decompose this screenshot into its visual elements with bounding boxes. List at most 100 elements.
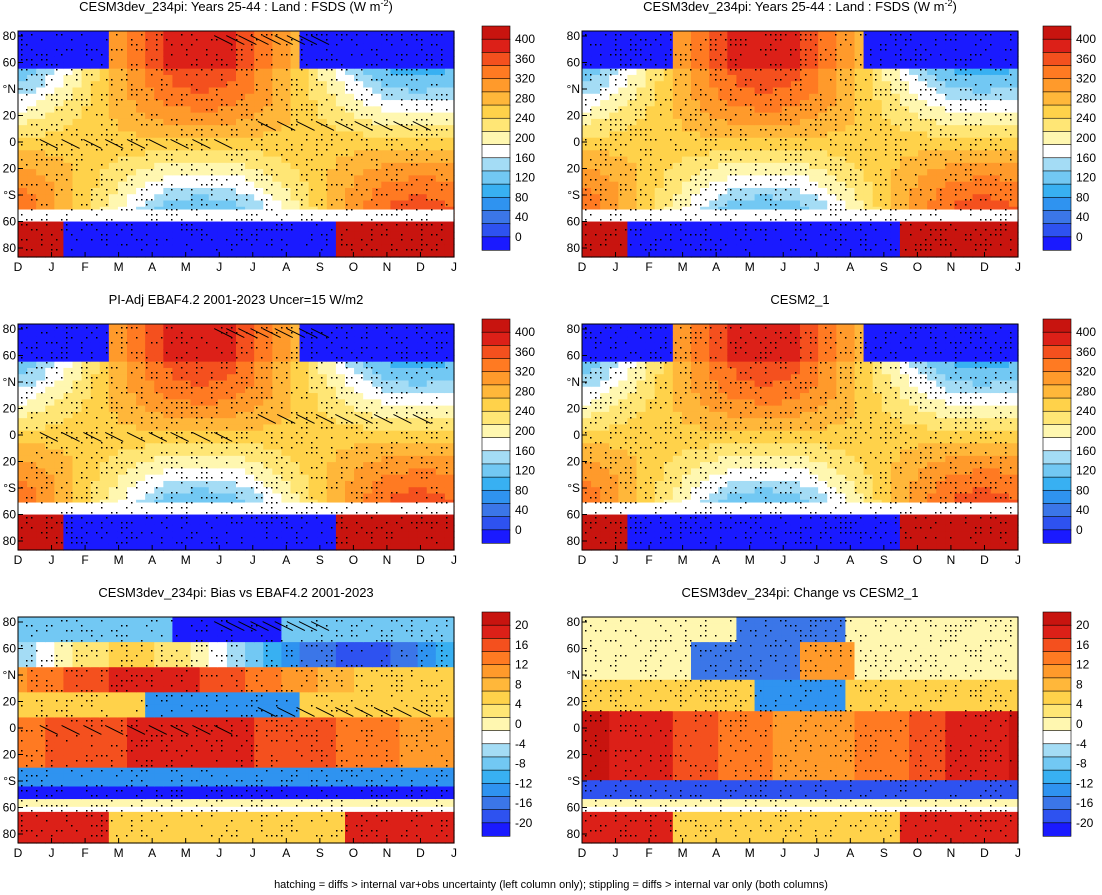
- heatmap-cell: [399, 156, 410, 164]
- heatmap-cell: [272, 244, 283, 252]
- heatmap-cell: [945, 194, 956, 202]
- heatmap-cell: [681, 144, 692, 151]
- heatmap-cell: [754, 93, 765, 101]
- heatmap-cell: [781, 74, 792, 82]
- heatmap-cell: [36, 244, 46, 252]
- heatmap-cell: [272, 169, 283, 176]
- heatmap-cell: [645, 74, 656, 82]
- stipple-dot: [251, 49, 253, 51]
- heatmap-cell: [1008, 93, 1019, 101]
- stipple-dot: [590, 64, 592, 66]
- stipple-dot: [181, 174, 183, 176]
- heatmap-cell: [809, 250, 819, 258]
- heatmap-cell: [899, 68, 910, 76]
- heatmap-cell: [290, 62, 301, 70]
- heatmap-cell: [299, 200, 310, 208]
- stipple-dot: [26, 94, 28, 96]
- heatmap-cell: [781, 231, 792, 239]
- heatmap-cell: [163, 238, 174, 246]
- stipple-dot: [391, 249, 393, 251]
- heatmap-cell: [281, 81, 292, 89]
- heatmap-cell: [645, 81, 656, 89]
- heatmap-cell: [954, 31, 965, 38]
- stipple-dot: [261, 179, 263, 181]
- heatmap-cell: [818, 56, 828, 63]
- heatmap-cell: [945, 244, 956, 252]
- stipple-dot: [326, 174, 328, 176]
- heatmap-cell: [308, 250, 319, 258]
- heatmap-cell: [390, 56, 401, 63]
- heatmap-cell: [127, 31, 137, 38]
- heatmap-cell: [627, 250, 638, 258]
- stipple-dot: [236, 64, 238, 66]
- stipple-dot: [351, 174, 353, 176]
- heatmap-cell: [636, 93, 647, 101]
- stipple-dot: [171, 159, 173, 161]
- heatmap-cell: [809, 225, 819, 233]
- heatmap-cell: [90, 181, 101, 189]
- heatmap-cell: [263, 250, 273, 258]
- stipple-dot: [585, 104, 587, 106]
- heatmap-cell: [981, 181, 992, 189]
- stipple-dot: [186, 54, 188, 56]
- heatmap-cell: [936, 100, 946, 107]
- heatmap-cell: [18, 137, 28, 145]
- stipple-dot: [640, 244, 642, 246]
- stipple-dot: [411, 239, 413, 241]
- heatmap-cell: [790, 169, 801, 176]
- heatmap-cell: [399, 238, 410, 246]
- stipple-dot: [311, 74, 313, 76]
- heatmap-cell: [308, 219, 319, 227]
- stipple-dot: [441, 59, 443, 61]
- heatmap-cell: [727, 187, 738, 195]
- stipple-dot: [166, 69, 168, 71]
- stipple-dot: [206, 219, 208, 221]
- heatmap-cell: [181, 181, 192, 189]
- heatmap-cell: [972, 106, 983, 114]
- heatmap-cell: [163, 93, 174, 101]
- heatmap-cell: [591, 250, 601, 258]
- heatmap-cell: [790, 49, 801, 57]
- heatmap-cell: [727, 231, 738, 239]
- stipple-dot: [91, 239, 93, 241]
- stipple-dot: [61, 144, 63, 146]
- heatmap-cell: [781, 219, 792, 227]
- heatmap-cell: [954, 238, 965, 246]
- heatmap-cell: [672, 162, 683, 170]
- heatmap-cell: [600, 150, 610, 158]
- stipple-dot: [391, 44, 393, 46]
- heatmap-cell: [936, 62, 946, 70]
- stippling: [21, 34, 448, 251]
- heatmap-cell: [63, 131, 74, 139]
- heatmap-cell: [863, 49, 874, 57]
- heatmap-cell: [582, 150, 592, 158]
- stipple-dot: [231, 174, 233, 176]
- heatmap-cell: [299, 194, 310, 202]
- heatmap-cell: [254, 150, 264, 158]
- stipple-dot: [336, 214, 338, 216]
- heatmap-cell: [972, 200, 983, 208]
- colorbar-swatch: [481, 78, 511, 93]
- heatmap-cell: [854, 181, 865, 189]
- stipple-dot: [630, 189, 632, 191]
- stipple-dot: [401, 74, 403, 76]
- heatmap-cell: [399, 125, 410, 133]
- stipple-dot: [111, 79, 113, 81]
- colorbar-swatch: [481, 104, 511, 119]
- stipple-dot: [346, 109, 348, 111]
- heatmap-cell: [408, 81, 419, 89]
- stipple-dot: [66, 219, 68, 221]
- heatmap-cell: [435, 118, 446, 126]
- heatmap-cell: [63, 49, 74, 57]
- stipple-dot: [396, 249, 398, 251]
- stipple-dot: [600, 74, 602, 76]
- heatmap-cell: [618, 100, 629, 107]
- stipple-dot: [166, 64, 168, 66]
- hatch-line: [250, 35, 269, 45]
- stipple-dot: [56, 99, 58, 101]
- heatmap-cell: [899, 144, 910, 151]
- heatmap-cell: [399, 244, 410, 252]
- heatmap-cell: [990, 175, 1001, 183]
- stipple-dot: [356, 189, 358, 191]
- heatmap-cell: [918, 219, 928, 227]
